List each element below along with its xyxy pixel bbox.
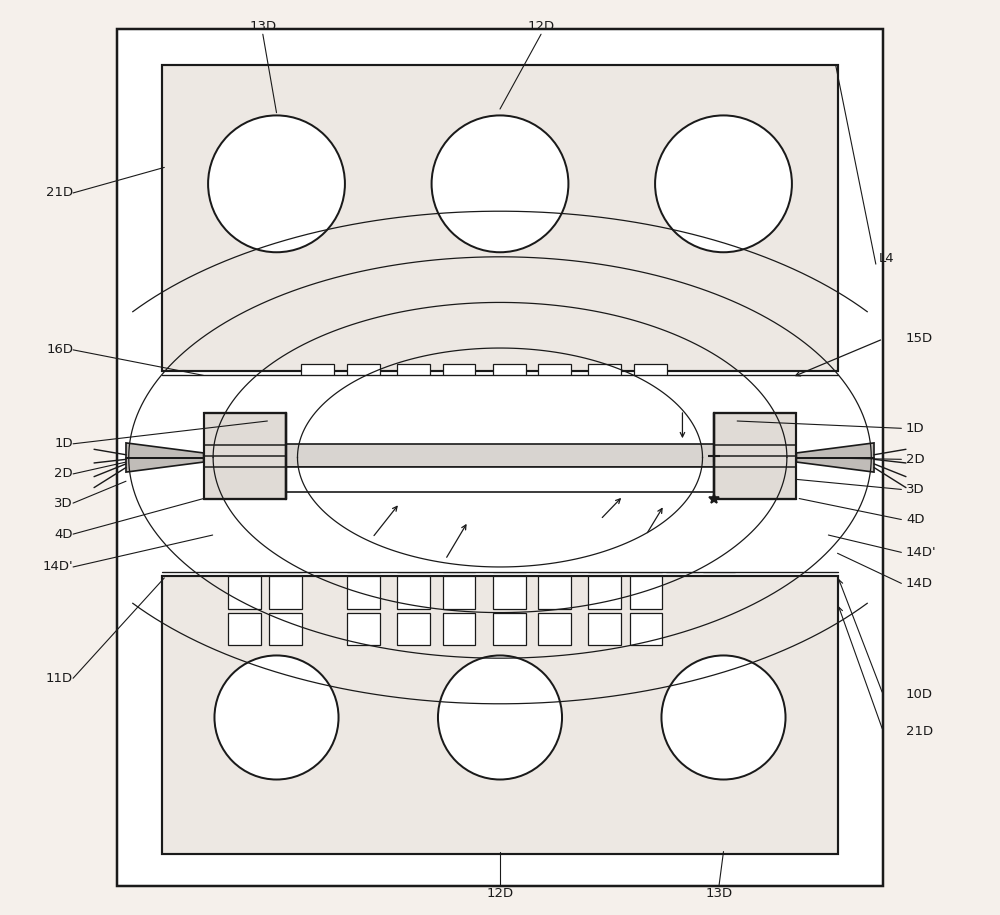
Bar [538,363,571,396]
Bar [347,612,380,645]
Bar [397,540,430,573]
Bar [347,576,380,608]
Bar [228,397,261,430]
Bar [493,612,526,645]
Bar [588,612,621,645]
Bar [286,467,714,492]
Bar [443,540,475,573]
Bar [228,540,261,573]
Bar [588,576,621,608]
Bar [689,432,722,465]
Bar [162,65,838,371]
Bar [630,576,662,608]
Bar [228,432,261,465]
Text: 4D: 4D [906,513,924,526]
Bar [347,363,380,396]
Bar [269,540,302,573]
Bar [204,413,286,500]
Text: 4D: 4D [55,528,73,541]
Bar [397,612,430,645]
Bar [666,397,699,430]
Circle shape [214,655,339,780]
Bar [286,444,714,467]
Bar [493,576,526,608]
Bar [347,397,380,430]
Bar [443,363,475,396]
Circle shape [661,655,786,780]
Bar [493,540,526,573]
Bar [397,363,430,396]
Bar [117,28,883,887]
Circle shape [438,655,562,780]
Bar [228,612,261,645]
Bar [162,375,838,572]
Bar [721,432,754,465]
Bar [443,612,475,645]
Bar [269,397,302,430]
Bar [493,397,526,430]
Text: L4: L4 [879,253,894,265]
Polygon shape [796,443,874,472]
Text: 14D: 14D [906,576,933,590]
Bar [714,413,796,500]
Text: 16D: 16D [46,343,73,356]
Bar [538,540,571,573]
Bar [630,612,662,645]
Bar [703,540,735,573]
Bar [538,397,571,430]
Bar [443,397,475,430]
Bar [666,540,699,573]
Bar [538,576,571,608]
Text: 15D: 15D [906,332,933,345]
Text: 14D': 14D' [42,561,73,574]
Bar [397,576,430,608]
Text: 2D: 2D [54,468,73,480]
Bar [634,363,667,396]
Bar [588,397,621,430]
Text: 21D: 21D [906,725,933,737]
Bar [538,612,571,645]
Circle shape [655,115,792,253]
Text: 12D: 12D [486,887,514,900]
Bar [269,432,302,465]
Text: 10D: 10D [906,688,933,701]
Text: 13D: 13D [249,20,276,34]
Bar [228,576,261,608]
Bar [493,363,526,396]
Text: 11D: 11D [46,672,73,684]
Bar [657,432,690,465]
Text: 3D: 3D [906,483,925,496]
Bar [588,540,621,573]
Bar [630,397,662,430]
Bar [301,363,334,396]
Polygon shape [126,443,204,472]
Text: 1D: 1D [54,437,73,450]
Bar [347,540,380,573]
Text: 21D: 21D [46,187,73,199]
Bar [162,576,838,855]
Bar [630,540,662,573]
Bar [269,576,302,608]
Bar [703,397,735,430]
Bar [269,612,302,645]
Circle shape [208,115,345,253]
Text: 13D: 13D [705,887,732,900]
Circle shape [432,115,568,253]
Text: 1D: 1D [906,422,925,435]
Text: 2D: 2D [906,453,925,466]
Bar [443,576,475,608]
Text: 14D': 14D' [906,546,937,559]
Text: 12D: 12D [527,20,555,34]
Bar [588,363,621,396]
Bar [397,397,430,430]
Text: 3D: 3D [54,497,73,510]
